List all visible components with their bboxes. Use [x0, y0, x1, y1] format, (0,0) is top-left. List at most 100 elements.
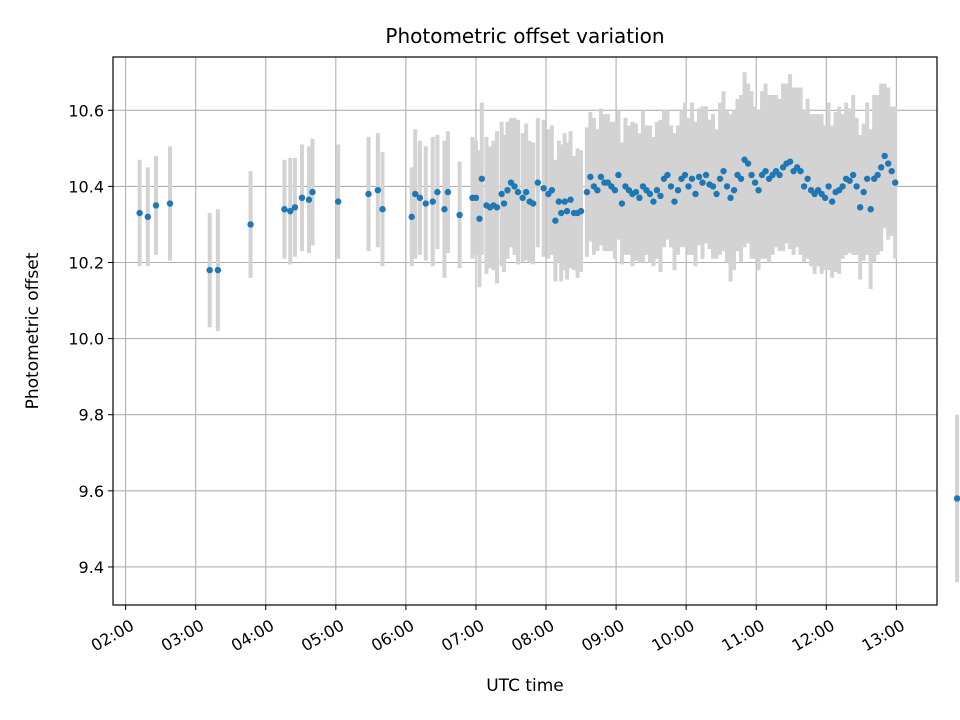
data-point: [881, 152, 888, 160]
data-point: [849, 171, 857, 179]
y-tick-label: 9.8: [79, 406, 104, 425]
data-point: [671, 198, 678, 205]
data-point: [674, 186, 682, 194]
y-tick-label: 10.4: [68, 177, 104, 196]
data-point: [776, 171, 783, 179]
data-point: [514, 188, 522, 196]
data-point: [563, 207, 571, 215]
chart-title: Photometric offset variation: [385, 24, 664, 48]
data-point: [493, 204, 501, 211]
data-point: [561, 198, 568, 205]
data-point: [291, 204, 299, 211]
data-point: [716, 175, 724, 182]
y-axis-title: Photometric offset: [23, 252, 43, 409]
data-point: [685, 183, 692, 190]
data-point: [804, 175, 811, 182]
data-point: [583, 188, 591, 196]
data-point: [519, 194, 526, 202]
data-point: [702, 171, 710, 179]
data-point: [874, 171, 881, 179]
data-point: [800, 183, 808, 190]
data-point: [723, 183, 731, 190]
data-point: [522, 188, 530, 196]
data-point: [247, 221, 254, 228]
data-point: [713, 190, 720, 198]
data-point: [653, 186, 661, 194]
data-point: [664, 171, 671, 179]
data-point: [688, 175, 696, 182]
data-point: [166, 200, 174, 207]
data-point: [500, 200, 508, 207]
data-point: [695, 173, 703, 181]
data-point: [751, 179, 759, 186]
data-point: [699, 179, 706, 186]
data-point: [611, 186, 619, 194]
data-point: [416, 194, 424, 202]
y-tick-label: 10.2: [68, 254, 104, 273]
data-point: [667, 183, 675, 190]
data-point: [594, 186, 601, 194]
data-point: [839, 183, 846, 190]
data-point: [548, 186, 556, 194]
data-point: [552, 217, 559, 224]
data-point: [577, 207, 585, 215]
plot-frame: [112, 56, 938, 606]
data-point: [456, 211, 463, 219]
data-point: [374, 186, 382, 194]
data-point: [597, 173, 605, 181]
data-point: [727, 194, 734, 202]
data-point: [408, 213, 415, 221]
data-point: [953, 495, 960, 502]
data-point: [334, 198, 342, 205]
data-point: [846, 177, 853, 184]
data-point: [498, 190, 505, 198]
data-point: [657, 192, 664, 200]
data-point: [558, 209, 565, 217]
data-point: [884, 160, 892, 167]
y-tick-label: 10.0: [68, 330, 104, 349]
data-point: [281, 206, 288, 213]
data-point: [555, 198, 563, 205]
data-point: [744, 160, 752, 167]
data-point: [365, 190, 372, 198]
data-point: [877, 164, 885, 171]
data-point: [429, 198, 436, 205]
data-point: [298, 194, 306, 202]
data-point: [825, 183, 832, 190]
data-point: [206, 266, 213, 274]
y-axis: 9.4 9.6 9.8 10.0 10.2 10.4 10.6: [68, 101, 113, 577]
data-point: [152, 202, 160, 209]
data-point: [309, 188, 316, 196]
data-point: [737, 175, 745, 182]
data-point: [412, 190, 419, 198]
data-point: [504, 186, 511, 194]
y-tick-label: 10.6: [68, 101, 104, 120]
data-point: [632, 188, 640, 196]
data-point: [636, 194, 643, 202]
data-point: [709, 183, 717, 190]
y-tick-label: 9.6: [79, 482, 104, 501]
data-point: [305, 196, 313, 203]
data-point: [853, 183, 860, 190]
data-point: [646, 190, 654, 198]
data-point: [441, 206, 448, 213]
data-point: [444, 188, 452, 196]
data-point: [860, 188, 867, 196]
data-point: [762, 167, 769, 175]
data-point: [755, 186, 762, 194]
data-point: [214, 266, 222, 274]
data-point: [888, 167, 895, 175]
data-point: [540, 185, 547, 192]
data-point: [472, 194, 480, 202]
data-point: [478, 175, 485, 182]
data-point: [618, 200, 626, 207]
data-point: [891, 179, 899, 186]
y-tick-label: 9.4: [79, 558, 104, 577]
data-point: [144, 213, 152, 221]
data-point: [786, 158, 794, 165]
data-point: [720, 167, 727, 175]
data-point: [856, 204, 864, 211]
data-point: [379, 206, 386, 213]
data-point: [136, 209, 143, 217]
